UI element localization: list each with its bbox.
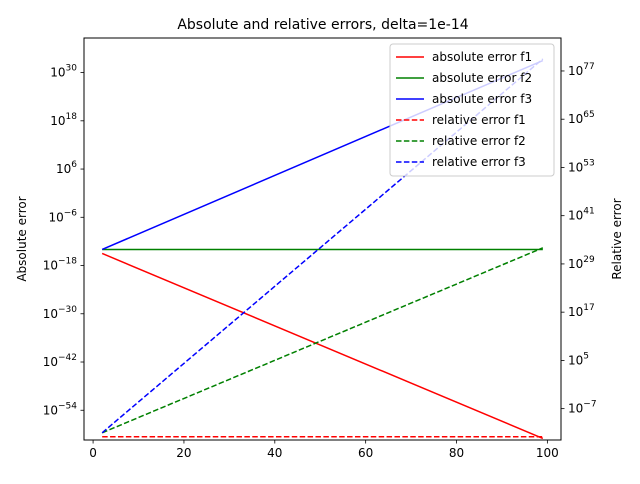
- series-line-relative-error-f2: [101, 247, 544, 434]
- series-line-relative-error-f3: [101, 58, 544, 434]
- y-right-tick-label: 1065: [568, 110, 595, 126]
- y-axis-left: 10−54 10−42 10−30 10−18 10−6 106 1018 1030: [43, 64, 84, 417]
- y-left-tick-label: 10−6: [48, 208, 77, 224]
- x-tick-label: 40: [267, 446, 282, 460]
- x-axis: 0 20 40 60 80 100: [89, 440, 559, 460]
- y-left-tick-label: 10−18: [43, 257, 78, 273]
- x-tick-label: 80: [449, 446, 464, 460]
- y-right-tick-label: 105: [568, 351, 589, 367]
- plot-frame: [83, 37, 562, 441]
- y-axis-label-right: Relative error: [610, 198, 624, 279]
- legend-label: relative error f2: [432, 134, 526, 148]
- y-axis-right: 10−7 105 1017 1029 1041 1053 1065 1077: [561, 62, 597, 416]
- x-tick-label: 100: [536, 446, 559, 460]
- y-left-tick-label: 1030: [50, 64, 77, 80]
- legend-box: [389, 43, 555, 177]
- x-tick-label: 0: [89, 446, 97, 460]
- x-tick-label: 20: [176, 446, 191, 460]
- y-right-tick-label: 1041: [568, 207, 595, 223]
- legend-label: absolute error f3: [432, 92, 532, 106]
- legend-label: relative error f1: [432, 113, 526, 127]
- y-right-tick-label: 10−7: [568, 400, 597, 416]
- legend-label: absolute error f1: [432, 50, 532, 64]
- y-right-tick-label: 1077: [568, 62, 595, 78]
- legend-label: relative error f3: [432, 155, 526, 169]
- y-axis-label-left: Absolute error: [15, 196, 29, 281]
- y-left-tick-label: 10−54: [43, 401, 78, 417]
- series-layer: [101, 58, 544, 440]
- series-line-absolute-error-f1: [101, 252, 544, 440]
- y-left-tick-label: 10−42: [43, 353, 77, 369]
- y-right-tick-label: 1029: [568, 255, 595, 271]
- legend-label: absolute error f2: [432, 71, 532, 85]
- y-right-tick-label: 1017: [568, 303, 595, 319]
- y-left-tick-label: 106: [56, 160, 77, 176]
- y-left-tick-label: 10−30: [43, 305, 78, 321]
- y-right-tick-label: 1053: [568, 158, 595, 174]
- legend: absolute error f1 absolute error f2 absolu…: [389, 43, 555, 177]
- chart-title: Absolute and relative errors, delta=1e-1…: [177, 17, 468, 33]
- y-left-tick-label: 1018: [50, 112, 77, 128]
- x-tick-label: 60: [358, 446, 373, 460]
